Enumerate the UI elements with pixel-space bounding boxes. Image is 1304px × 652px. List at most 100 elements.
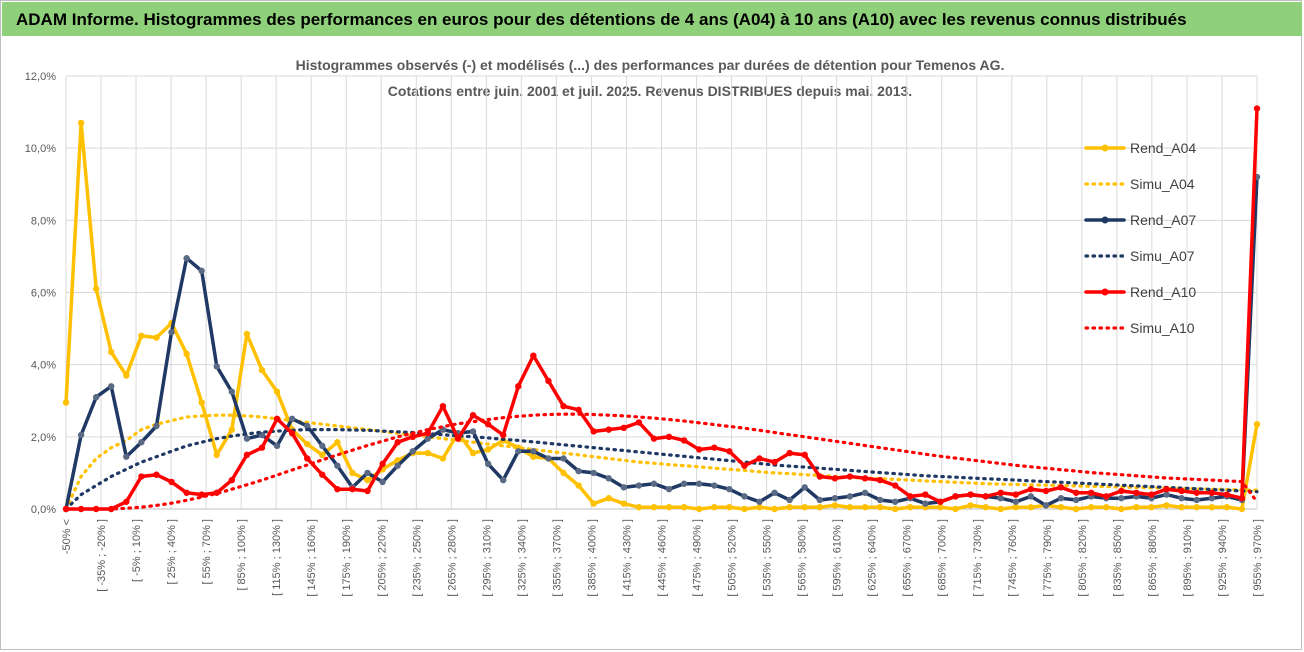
data-point [334, 485, 341, 493]
data-point [891, 498, 899, 505]
data-point [545, 377, 552, 385]
y-tick-label: 6,0% [31, 288, 56, 300]
data-point [469, 428, 477, 435]
series-rend_a04 [62, 119, 1261, 513]
data-point [922, 491, 929, 498]
data-point [364, 469, 371, 477]
data-point [304, 422, 311, 430]
legend-marker [1101, 144, 1109, 152]
x-tick-label: [ 295% ; 310% ] [481, 519, 493, 597]
data-point [620, 484, 628, 491]
data-point [1118, 505, 1125, 513]
data-point [665, 433, 673, 441]
x-tick-label: [ 325% ; 340% ] [516, 519, 528, 597]
data-point [108, 383, 115, 390]
data-point [1178, 487, 1185, 495]
data-point [1072, 489, 1080, 496]
data-point [424, 435, 432, 442]
data-point [967, 491, 974, 498]
data-point [680, 437, 688, 444]
data-point [243, 435, 251, 442]
data-point [409, 433, 416, 441]
data-point [635, 482, 643, 489]
data-point [861, 475, 869, 482]
data-point [575, 406, 582, 413]
x-tick-label: [ 895% ; 910% ] [1182, 519, 1194, 597]
data-point [1042, 487, 1050, 495]
data-point [379, 478, 386, 486]
data-point [530, 352, 537, 359]
data-point [530, 453, 537, 460]
data-point [138, 439, 145, 446]
data-point [1193, 503, 1200, 511]
data-point [108, 505, 115, 513]
data-point [786, 449, 793, 457]
data-point [1118, 494, 1125, 502]
data-point [1012, 491, 1019, 498]
x-tick-label: [ 955% ; 970% ] [1252, 519, 1264, 597]
data-point [1133, 503, 1140, 511]
data-point [1178, 503, 1185, 511]
data-point [349, 469, 356, 477]
legend-item: Simu_A07 [1084, 248, 1195, 264]
data-point [620, 500, 628, 507]
x-tick-label: [ 565% ; 580% ] [797, 519, 809, 597]
data-point [349, 485, 356, 493]
legend-item: Simu_A10 [1084, 320, 1195, 336]
data-point [575, 482, 582, 489]
data-point [876, 496, 884, 504]
x-tick-label: [ 475% ; 490% ] [692, 519, 704, 597]
series-rend_a10 [62, 105, 1261, 513]
x-tick-label: [ -35% ; -20% ] [96, 519, 108, 592]
data-point [952, 493, 959, 500]
data-point [816, 473, 823, 480]
data-point [62, 399, 70, 406]
x-tick-label: [ 775% ; 790% ] [1042, 519, 1054, 597]
legend-label: Simu_A10 [1130, 320, 1195, 336]
data-point [484, 460, 492, 468]
data-point [243, 330, 251, 338]
data-point [304, 440, 311, 448]
data-point [1208, 489, 1215, 496]
legend-marker [1101, 216, 1109, 224]
data-point [695, 480, 703, 487]
data-point [153, 334, 160, 341]
y-tick-label: 10,0% [25, 143, 56, 155]
x-tick-label: [ 535% ; 550% ] [762, 519, 774, 597]
y-tick-label: 8,0% [31, 215, 56, 227]
data-point [605, 475, 612, 482]
data-point [92, 393, 100, 401]
series-line [64, 428, 1259, 511]
data-point [1057, 484, 1065, 491]
data-point [1027, 485, 1035, 493]
chart-title: Histogrammes observés (-) et modélisés (… [295, 57, 1005, 73]
data-point [258, 366, 266, 374]
data-point [861, 503, 869, 511]
data-point [816, 503, 823, 511]
data-point [1027, 503, 1035, 511]
x-tick-label: [ 745% ; 760% ] [1007, 519, 1019, 597]
data-point [1072, 505, 1080, 513]
data-point [846, 493, 854, 500]
data-point [515, 383, 522, 390]
series-simu_a10 [64, 412, 1259, 511]
x-tick-label: [ 655% ; 670% ] [902, 519, 914, 597]
data-point [786, 503, 793, 511]
data-point [695, 446, 703, 453]
data-point [1253, 105, 1261, 112]
data-point [288, 415, 296, 422]
x-tick-label: [ 505% ; 520% ] [727, 519, 739, 597]
gridlines [65, 75, 1258, 510]
report-title: ADAM Informe. Histogrammes des performan… [16, 10, 1187, 29]
data-point [891, 505, 899, 513]
data-point [273, 415, 281, 422]
data-point [891, 482, 899, 489]
data-point [1012, 503, 1019, 511]
legend-label: Rend_A10 [1130, 284, 1196, 300]
data-point [726, 485, 733, 493]
data-point [922, 500, 929, 507]
report-banner: ADAM Informe. Histogrammes des performan… [2, 2, 1302, 36]
data-point [560, 455, 567, 462]
data-point [364, 476, 371, 484]
